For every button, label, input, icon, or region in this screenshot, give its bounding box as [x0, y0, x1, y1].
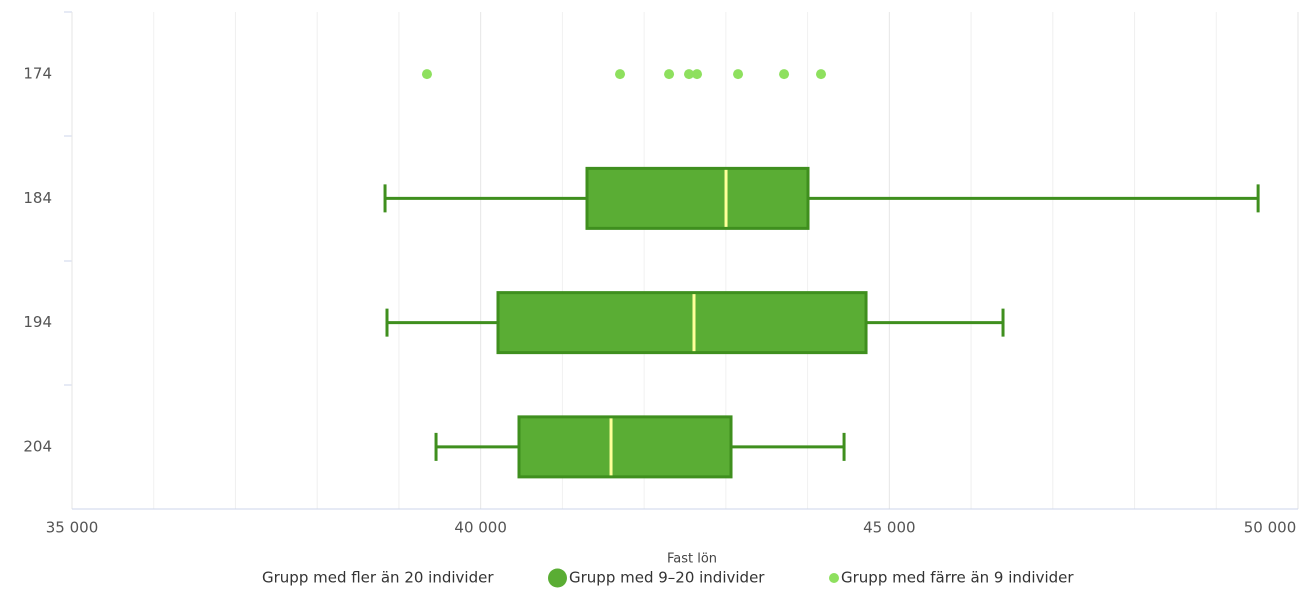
point: [692, 69, 703, 80]
point: [684, 69, 695, 80]
point: [421, 69, 432, 80]
y-tick-label: 194: [23, 313, 52, 331]
legend-label: Grupp med färre än 9 individer: [841, 569, 1074, 587]
box: [496, 291, 868, 355]
legend-label: Grupp med fler än 20 individer: [262, 569, 494, 587]
y-tick-label: 204: [23, 437, 52, 455]
box: [585, 166, 810, 230]
point: [816, 69, 827, 80]
point: [733, 69, 744, 80]
legend-label: Grupp med 9–20 individer: [569, 569, 765, 587]
point: [615, 69, 626, 80]
x-tick-label: 35 000: [46, 519, 99, 537]
y-tick-label: 184: [23, 189, 52, 207]
x-tick-label: 45 000: [863, 519, 916, 537]
legend-symbol: [548, 568, 567, 588]
box: [517, 415, 733, 479]
y-tick-label: 174: [23, 65, 52, 83]
x-tick-label: 50 000: [1244, 519, 1297, 537]
legend-symbol: [829, 573, 839, 583]
x-tick-label: 40 000: [454, 519, 507, 537]
x-axis-title: Fast lön: [667, 552, 717, 567]
point: [664, 69, 675, 80]
point: [779, 69, 790, 80]
